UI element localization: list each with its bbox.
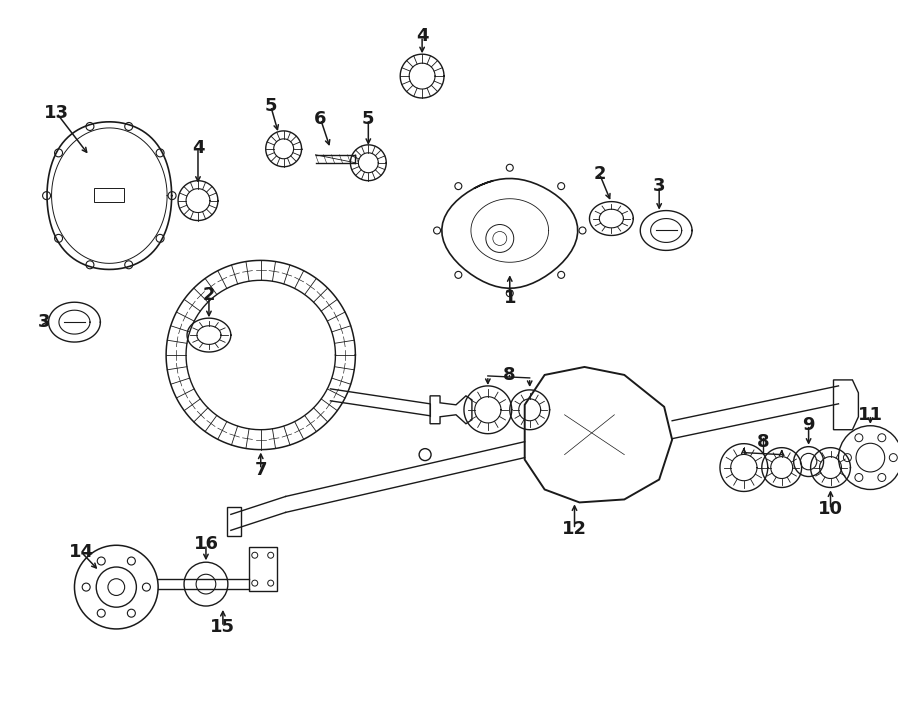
Text: 1: 1 [503, 289, 516, 307]
Text: 4: 4 [192, 139, 204, 157]
Text: 5: 5 [362, 110, 374, 128]
Text: 4: 4 [416, 27, 428, 45]
Text: 14: 14 [69, 543, 94, 561]
Text: 12: 12 [562, 521, 587, 538]
Text: 5: 5 [265, 97, 277, 115]
Text: 6: 6 [314, 110, 327, 128]
Text: 8: 8 [502, 366, 515, 384]
Text: 2: 2 [202, 286, 215, 304]
Text: 10: 10 [818, 501, 843, 518]
Text: 11: 11 [858, 406, 883, 424]
Text: 3: 3 [652, 176, 665, 195]
Text: 9: 9 [802, 416, 814, 433]
Text: 13: 13 [44, 104, 69, 122]
Text: 2: 2 [593, 165, 606, 183]
Text: 3: 3 [37, 313, 50, 331]
Text: 7: 7 [255, 461, 267, 478]
Text: 8: 8 [757, 433, 770, 451]
Text: 16: 16 [194, 536, 219, 553]
Text: 15: 15 [211, 618, 236, 636]
